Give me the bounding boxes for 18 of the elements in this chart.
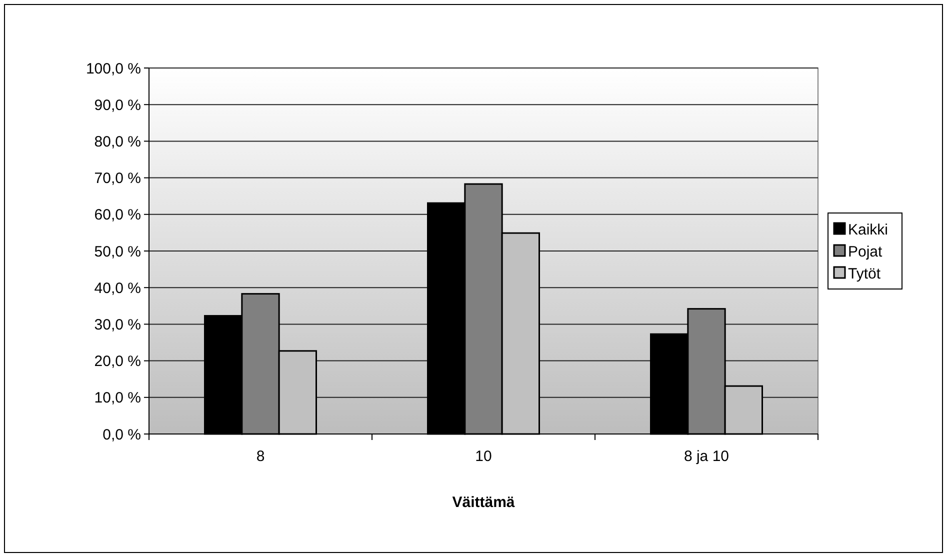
y-tick-label: 70,0 % (94, 170, 141, 188)
legend-label: Pojat (848, 243, 884, 260)
x-tick-label: 8 (256, 448, 265, 465)
y-tick-label: 90,0 % (94, 96, 141, 114)
legend-label: Tytöt (848, 265, 882, 282)
y-tick-label: 60,0 % (94, 206, 141, 224)
y-tick-label: 80,0 % (94, 133, 141, 150)
y-tick-label: 20,0 % (94, 353, 141, 370)
y-tick-label: 30,0 % (94, 316, 141, 334)
y-tick-label: 40,0 % (94, 280, 141, 297)
x-tick-label: 8 ja 10 (684, 448, 730, 465)
legend-label: Kaikki (848, 221, 888, 238)
x-axis-title: Väittämä (452, 494, 516, 511)
y-tick-label: 50,0 % (94, 243, 141, 260)
y-tick-label: 0,0 % (102, 426, 141, 444)
y-tick-label: 10,0 % (94, 390, 141, 407)
y-tick-label: 100,0 % (86, 60, 141, 78)
x-tick-label: 10 (475, 448, 492, 465)
